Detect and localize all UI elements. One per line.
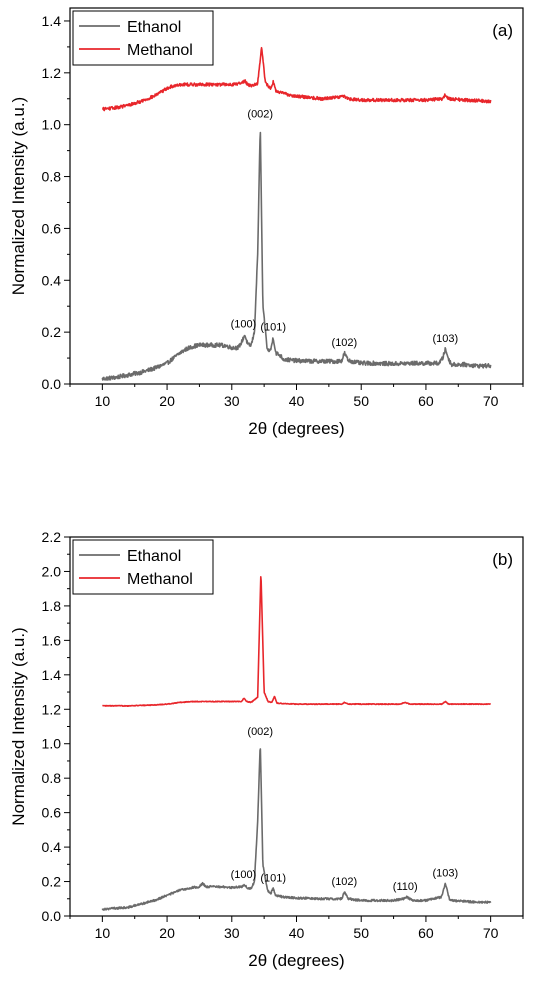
y-tick-label: 0.6: [42, 220, 62, 236]
peak-label: (110): [393, 881, 418, 893]
y-tick-label: 0.8: [42, 770, 62, 786]
chart-legend: Ethanol Methanol: [72, 10, 214, 66]
series-line-methanol: [101, 575, 492, 707]
y-tick-label: 1.0: [42, 117, 62, 133]
x-tick-label: 10: [95, 925, 111, 941]
x-tick-label: 50: [353, 925, 369, 941]
x-tick-label: 50: [353, 393, 369, 409]
y-tick-label: 0.8: [42, 169, 62, 185]
legend-box: [72, 539, 214, 595]
y-tick-label: 0.6: [42, 805, 62, 821]
peak-label: (101): [260, 321, 286, 333]
x-axis-title: 2θ (degrees): [248, 951, 344, 970]
peak-label: (100): [231, 319, 257, 331]
y-tick-label: 1.4: [42, 13, 62, 29]
legend-label: Ethanol: [127, 19, 181, 36]
panel-label: (a): [492, 21, 513, 40]
series-line-ethanol: [101, 748, 492, 911]
x-tick-label: 70: [483, 393, 499, 409]
peak-label: (103): [432, 333, 458, 345]
series-line-methanol: [101, 46, 492, 112]
x-tick-label: 30: [224, 393, 240, 409]
y-tick-label: 0.2: [42, 324, 62, 340]
y-tick-label: 1.2: [42, 65, 62, 81]
y-tick-label: 2.2: [42, 529, 62, 545]
x-tick-label: 20: [159, 393, 175, 409]
x-tick-label: 60: [418, 925, 434, 941]
legend-label: Methanol: [127, 571, 193, 588]
legend-box: [72, 10, 214, 66]
peak-label: (002): [247, 109, 273, 121]
x-tick-label: 10: [95, 393, 111, 409]
series-line-ethanol: [101, 131, 492, 381]
y-tick-label: 1.0: [42, 736, 62, 752]
panel-label: (b): [492, 550, 513, 569]
y-tick-label: 0.2: [42, 874, 62, 890]
chart-legend: Ethanol Methanol: [72, 539, 214, 595]
legend-label: Methanol: [127, 42, 193, 59]
peak-label: (102): [332, 876, 358, 888]
y-axis-title: Normalized Intensity (a.u.): [9, 97, 28, 295]
y-tick-label: 1.8: [42, 598, 62, 614]
y-tick-label: 1.6: [42, 632, 62, 648]
peak-label: (103): [432, 867, 458, 879]
y-tick-label: 0.0: [42, 908, 62, 924]
chart-panel-b: 10 20 30 40 50 60 70 0.0 0.2 0.4 0.6 0.8 1.0 1.2 1.4 1.…: [9, 529, 524, 970]
y-tick-label: 1.4: [42, 667, 62, 683]
x-tick-label: 20: [159, 925, 175, 941]
peak-label: (102): [332, 337, 358, 349]
x-tick-label: 30: [224, 925, 240, 941]
x-tick-label: 70: [483, 925, 499, 941]
x-tick-label: 60: [418, 393, 434, 409]
y-tick-label: 2.0: [42, 563, 62, 579]
chart-panel-a: 10 20 30 40 50 60 70 0.0 0.2 0.4 0.6 0.8 1.0 1.2 1.4 2θ…: [9, 7, 524, 438]
x-tick-label: 40: [289, 393, 305, 409]
y-tick-label: 0.4: [42, 839, 62, 855]
y-tick-label: 0.4: [42, 272, 62, 288]
peak-label: (101): [260, 872, 286, 884]
legend-label: Ethanol: [127, 548, 181, 565]
y-tick-label: 1.2: [42, 701, 62, 717]
peak-label: (100): [231, 869, 257, 881]
peak-label: (002): [247, 726, 273, 738]
x-axis-title: 2θ (degrees): [248, 419, 344, 438]
y-tick-label: 0.0: [42, 376, 62, 392]
x-tick-label: 40: [289, 925, 305, 941]
y-axis-title: Normalized Intensity (a.u.): [9, 627, 28, 825]
